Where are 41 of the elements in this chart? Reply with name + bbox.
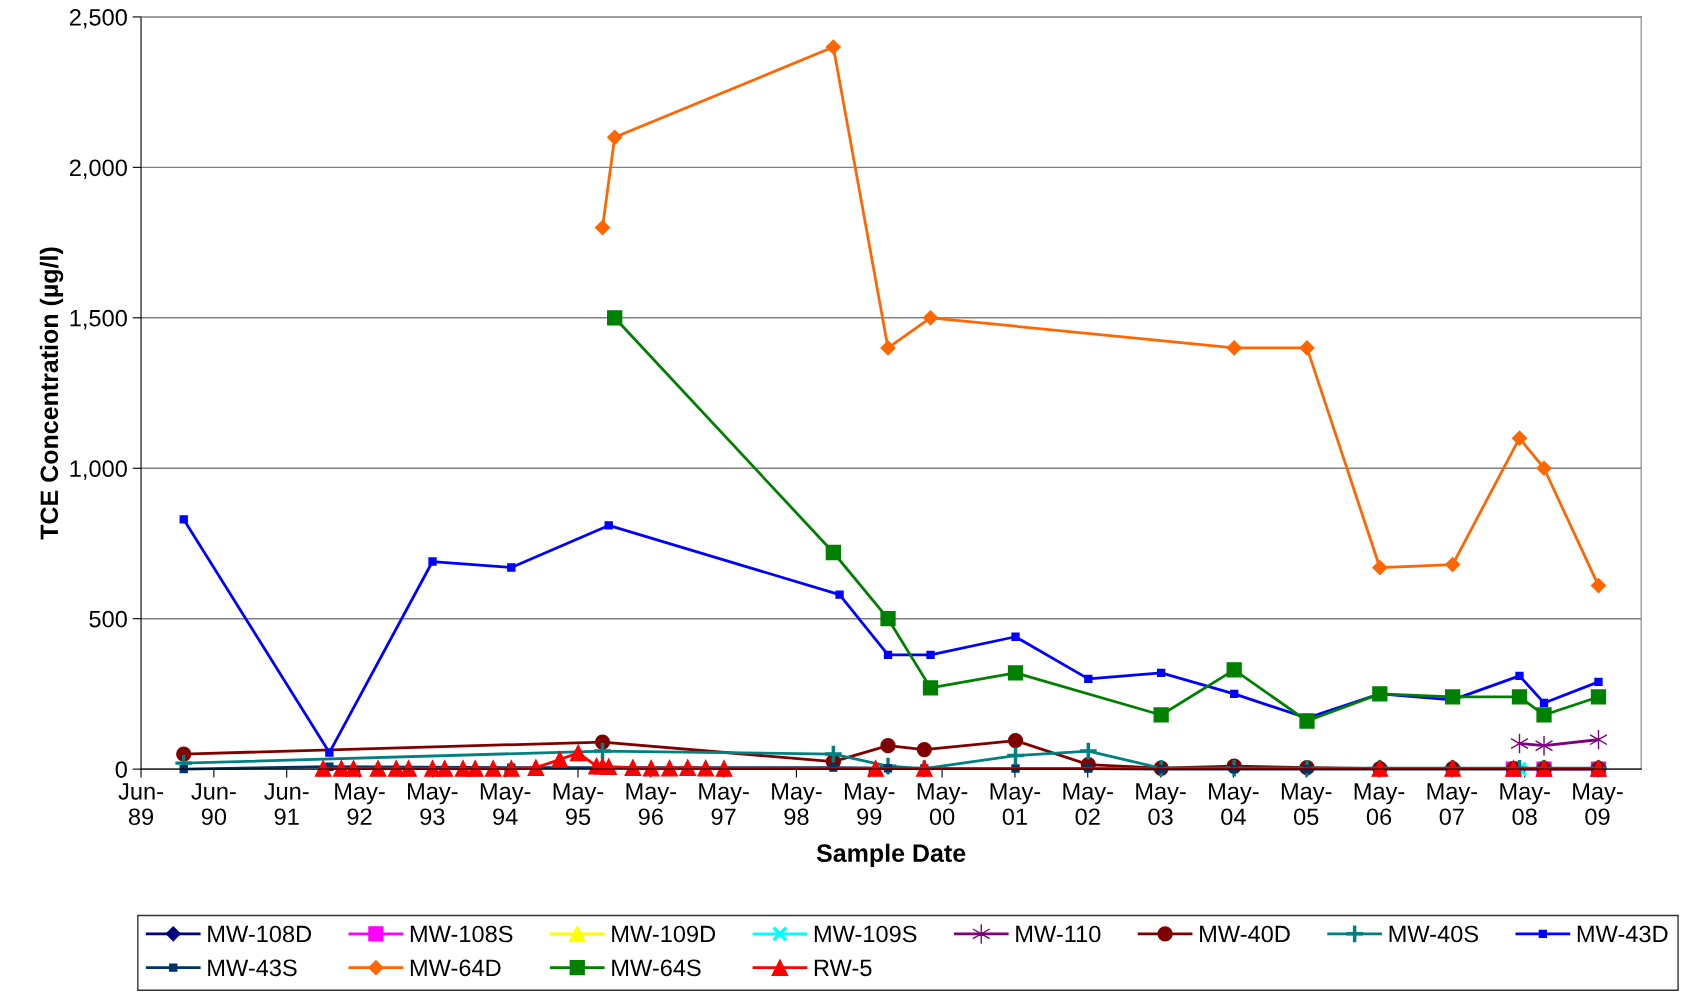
x-tick-label: May-09: [1573, 783, 1623, 826]
x-tick-label: May-01: [990, 783, 1041, 826]
legend-label: MW-109D: [612, 925, 716, 943]
x-tick-label: May-06: [1354, 783, 1405, 826]
x-tick-label: May-07: [1427, 783, 1478, 826]
x-tick-label: May-05: [1281, 783, 1332, 826]
x-tick-label: May-00: [917, 783, 968, 826]
legend-label: MW-110: [1016, 925, 1101, 943]
x-tick-label: May-94: [480, 783, 531, 826]
x-tick-label: May-93: [408, 783, 458, 826]
x-tick-label: May-08: [1500, 783, 1550, 826]
y-axis-title: TCE Concentration (µg/l): [39, 247, 64, 540]
x-tick-label: May-98: [772, 783, 822, 826]
x-tick-label: May-92: [335, 783, 385, 826]
legend-label: MW-40D: [1200, 925, 1290, 943]
y-tick-label: 0: [115, 761, 127, 778]
legend-label: MW-43S: [208, 959, 297, 977]
x-tick-label: May-04: [1209, 783, 1259, 826]
x-tick-label: Jun-91: [264, 783, 309, 826]
y-tick-label: 1,500: [70, 309, 127, 330]
y-tick-label: 2,500: [69, 8, 127, 29]
legend-label: MW-40S: [1389, 925, 1479, 943]
legend-label: MW-43D: [1577, 925, 1668, 943]
y-tick-label: 500: [89, 610, 127, 628]
legend-label: RW-5: [814, 959, 872, 977]
x-tick-label: May-99: [844, 783, 895, 826]
x-tick-label: May-97: [699, 783, 749, 826]
x-axis-title: Sample Date: [816, 843, 966, 867]
x-tick-label: May-02: [1063, 783, 1113, 826]
legend-label: MW-109S: [814, 925, 917, 943]
legend-label: MW-64D: [410, 959, 501, 977]
x-tick-label: Jun-89: [118, 783, 163, 826]
legend-label: MW-64S: [612, 959, 701, 977]
x-tick-label: May-96: [626, 783, 676, 826]
legend-label: MW-108S: [410, 925, 513, 943]
x-tick-label: May-95: [553, 783, 604, 826]
legend-label: MW-108D: [208, 925, 312, 943]
x-tick-label: Jun-90: [191, 783, 236, 826]
y-tick-label: 2,000: [69, 159, 127, 179]
y-tick-label: 1,000: [70, 460, 127, 480]
x-tick-label: May-03: [1136, 783, 1186, 826]
